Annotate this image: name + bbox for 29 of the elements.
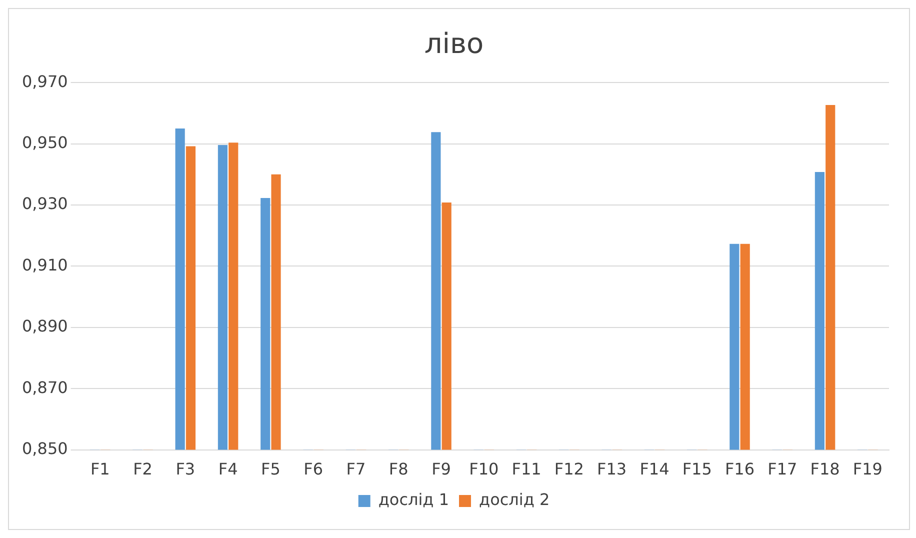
- x-tick-label: F6: [304, 460, 324, 479]
- y-tick-label: 0,910: [22, 255, 68, 274]
- x-tick-label: F17: [768, 460, 798, 479]
- x-tick-label: F11: [512, 460, 542, 479]
- y-tick-label: 0,950: [22, 132, 68, 152]
- x-tick-label: F19: [852, 460, 882, 479]
- legend-label: дослід 2: [479, 490, 550, 510]
- y-tick-label: 0,850: [22, 438, 68, 458]
- x-tick-label: F16: [724, 460, 755, 479]
- chart-title: ліво: [424, 27, 484, 60]
- x-tick-label: F18: [810, 460, 840, 479]
- x-tick-label: F7: [346, 460, 366, 479]
- x-tick-label: F10: [469, 460, 499, 479]
- legend-label: дослід 1: [378, 490, 450, 510]
- x-tick-label: F3: [176, 460, 196, 479]
- x-tick-label: F8: [388, 460, 408, 479]
- x-tick-label: F12: [554, 460, 584, 479]
- y-tick-label: 0,970: [22, 72, 68, 91]
- x-tick-label: F14: [640, 460, 670, 479]
- x-tick-label: F1: [90, 460, 110, 479]
- x-tick-label: F13: [597, 460, 627, 479]
- x-tick-label: F4: [218, 460, 238, 479]
- x-tick-label: F15: [682, 460, 712, 479]
- y-tick-label: 0,930: [22, 194, 68, 214]
- y-tick-label: 0,890: [22, 316, 68, 336]
- x-tick-label: F2: [133, 460, 152, 479]
- x-tick-label: F9: [432, 460, 451, 479]
- y-tick-label: 0,870: [22, 378, 68, 397]
- x-tick-label: F5: [261, 460, 280, 479]
